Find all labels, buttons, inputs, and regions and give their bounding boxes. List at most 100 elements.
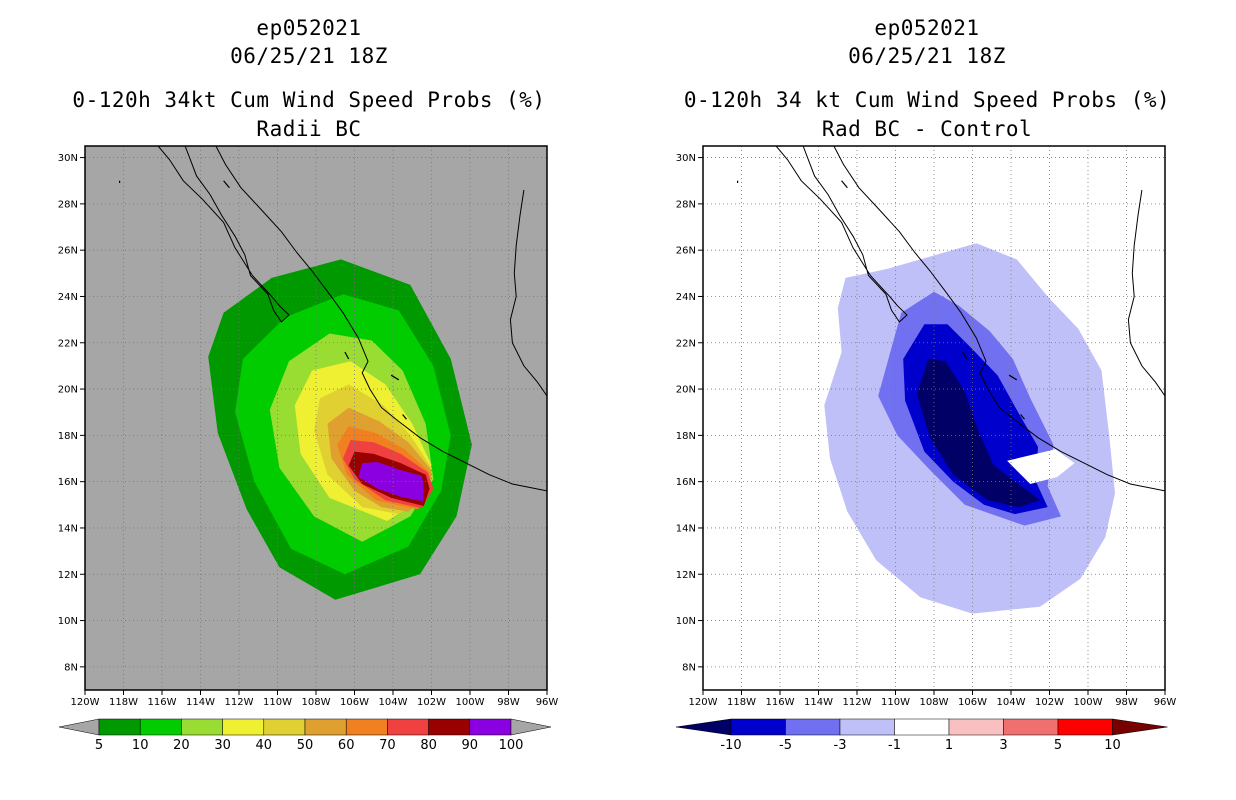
island — [1008, 374, 1018, 381]
x-tick-label: 112W — [225, 697, 254, 708]
y-tick-label: 10N — [58, 616, 78, 627]
x-tick-label: 114W — [804, 697, 833, 708]
colorbar-swatch — [263, 718, 306, 736]
date-right: 06/25/21 18Z — [848, 44, 1006, 68]
map-left: 8N 10N 12N 14N 16N 18N 20N 22N 24N 26N 28N 30N 120W 1… — [58, 145, 558, 753]
x-tick-label: 116W — [766, 697, 795, 708]
date-left: 06/25/21 18Z — [230, 44, 388, 68]
colorbar-swatch — [345, 718, 388, 736]
x-tick-label: 116W — [148, 697, 177, 708]
x-tick-label: 118W — [727, 697, 756, 708]
colorbar-swatch — [839, 718, 895, 736]
x-tick-label: 104W — [379, 697, 408, 708]
panel-right: ep052021 06/25/21 18Z 0-120h 34 kt Cum W… — [618, 0, 1236, 800]
storm-id-left: ep052021 — [256, 16, 362, 40]
colorbar-label: 30 — [214, 738, 231, 753]
coastline — [215, 146, 547, 492]
contour-neg10 — [916, 359, 1040, 508]
colorbar-swatch — [1057, 718, 1113, 736]
map-right: 8N 10N 12N 14N 16N 18N 20N 22N 24N 26N 28N 30N 120W 1… — [675, 145, 1177, 753]
island — [344, 351, 350, 360]
colorbar-swatch — [181, 718, 223, 736]
colorbar-swatch — [469, 718, 512, 736]
x-tick-label: 102W — [1035, 697, 1064, 708]
colorbar-swatch — [785, 718, 841, 736]
colorbar-label: 100 — [499, 738, 524, 753]
colorbar-swatch — [730, 718, 786, 736]
colorbar-label: 10 — [132, 738, 149, 753]
y-tick-label: 8N — [682, 662, 696, 673]
colorbar-swatch — [222, 718, 265, 736]
colorbar-label: -3 — [834, 738, 847, 753]
y-tick-label: 14N — [58, 523, 78, 534]
colorbar-end-right — [1112, 718, 1168, 736]
chart-subtitle-left: Radii BC — [256, 117, 362, 141]
x-tick-label: 104W — [997, 697, 1026, 708]
x-tick-label: 98W — [497, 697, 520, 708]
x-tick-label: 100W — [456, 697, 485, 708]
storm-id-right: ep052021 — [874, 16, 980, 40]
colorbar-swatch — [98, 718, 141, 736]
y-tick-label: 20N — [58, 385, 78, 396]
x-tick-label: 110W — [881, 697, 910, 708]
colorbar-end-left — [675, 718, 732, 736]
x-tick-label: 106W — [340, 697, 369, 708]
y-tick-label: 8N — [64, 662, 78, 673]
contour-90 — [358, 462, 424, 502]
colorbar-label: 60 — [338, 738, 355, 753]
colorbar-label: 10 — [1104, 738, 1121, 753]
colorbar-swatch — [139, 718, 182, 736]
colorbar-label: 70 — [379, 738, 396, 753]
y-tick-label: 26N — [676, 246, 696, 257]
y-tick-label: 18N — [676, 431, 696, 442]
y-tick-label: 12N — [676, 570, 696, 581]
colorbar-label: 80 — [420, 738, 437, 753]
x-tick-label: 102W — [417, 697, 446, 708]
coastline — [509, 189, 547, 397]
colorbar-end-right — [510, 718, 552, 736]
x-tick-label: 120W — [71, 697, 100, 708]
x-tick-label: 114W — [186, 697, 215, 708]
colorbar-label: -5 — [779, 738, 792, 753]
island — [1020, 414, 1025, 420]
island — [962, 351, 968, 360]
island — [841, 180, 848, 189]
y-tick-label: 24N — [58, 292, 78, 303]
colorbar-swatch — [304, 718, 347, 736]
colorbar-label: 5 — [1054, 738, 1062, 753]
y-tick-label: 18N — [58, 431, 78, 442]
colorbar-swatch — [387, 718, 429, 736]
coastline — [1127, 189, 1165, 397]
plot-area — [85, 146, 547, 690]
island — [402, 414, 407, 420]
colorbar-label: 1 — [945, 738, 953, 753]
colorbar-label: 90 — [462, 738, 479, 753]
x-tick-label: 96W — [1154, 697, 1177, 708]
y-tick-label: 28N — [676, 199, 696, 210]
colorbar-label: 40 — [256, 738, 273, 753]
x-tick-label: 108W — [302, 697, 331, 708]
colorbar-swatch — [894, 718, 950, 736]
x-tick-label: 98W — [1115, 697, 1138, 708]
colorbar-label: -1 — [888, 738, 901, 753]
colorbar-swatch — [428, 718, 471, 736]
coastline — [833, 146, 1165, 492]
y-tick-label: 22N — [676, 338, 696, 349]
y-tick-label: 26N — [58, 246, 78, 257]
x-tick-label: 118W — [109, 697, 138, 708]
chart-subtitle-right: Rad BC - Control — [821, 117, 1033, 141]
colorbar-swatch — [948, 718, 1004, 736]
colorbar-label: 20 — [173, 738, 190, 753]
x-tick-label: 112W — [843, 697, 872, 708]
x-tick-label: 108W — [920, 697, 949, 708]
island — [223, 180, 230, 189]
y-tick-label: 14N — [676, 523, 696, 534]
y-tick-label: 16N — [58, 477, 78, 488]
x-tick-label: 110W — [263, 697, 292, 708]
panel-left: ep052021 06/25/21 18Z 0-120h 34kt Cum Wi… — [58, 16, 559, 753]
y-tick-label: 10N — [676, 616, 696, 627]
chart-title-left: 0-120h 34kt Cum Wind Speed Probs (%) — [72, 88, 546, 112]
y-tick-label: 16N — [676, 477, 696, 488]
y-tick-label: 22N — [58, 338, 78, 349]
y-tick-label: 12N — [58, 570, 78, 581]
